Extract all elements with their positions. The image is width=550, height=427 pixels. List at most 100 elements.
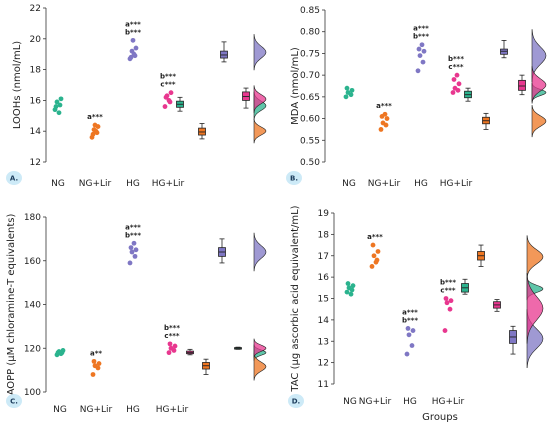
data-point: [443, 296, 449, 301]
y-tick-label: 13: [318, 337, 329, 347]
significance-annotation: b***: [402, 316, 418, 324]
data-point: [417, 53, 423, 58]
data-point: [371, 253, 377, 259]
y-tick-label: 19: [318, 209, 330, 219]
y-tick-label: 140: [24, 301, 41, 311]
data-point: [419, 42, 425, 48]
data-point: [93, 128, 99, 134]
y-tick-label: 17: [318, 252, 329, 262]
data-point: [348, 291, 354, 297]
y-tick-label: 100: [24, 388, 41, 398]
panel-badge: [288, 394, 304, 408]
density-curve: [531, 66, 547, 104]
y-tick-label: 0.60: [300, 115, 320, 125]
y-axis-label: LOOHs (nmol/mL): [12, 41, 23, 129]
data-point: [132, 253, 138, 259]
data-point: [447, 306, 453, 312]
y-tick-label: 0.70: [300, 71, 320, 81]
significance-annotation: b***: [448, 55, 464, 63]
data-point: [344, 85, 350, 91]
y-tick-label: 0.65: [300, 93, 320, 103]
data-point: [90, 131, 96, 137]
y-tick-label: 0.80: [300, 28, 320, 38]
x-axis-groups-label: Groups: [422, 412, 458, 423]
y-tick-label: 22: [30, 4, 41, 14]
y-tick-label: 16: [30, 96, 42, 106]
y-tick-label: 12: [318, 359, 329, 369]
data-point: [166, 350, 172, 356]
y-tick-label: 14: [318, 316, 330, 326]
y-tick-label: 11: [318, 380, 329, 390]
data-point: [452, 85, 458, 91]
data-point: [133, 247, 139, 253]
panel-badge: [6, 171, 22, 185]
data-point: [90, 372, 96, 377]
data-point: [163, 94, 169, 100]
data-point: [410, 328, 416, 333]
significance-annotation: a***: [125, 20, 141, 28]
data-point: [370, 242, 376, 248]
data-point: [53, 104, 59, 109]
panel-label: B.: [290, 175, 298, 183]
data-point: [167, 341, 173, 347]
significance-annotation: a***: [367, 233, 383, 241]
density-curve: [526, 235, 544, 279]
density-curve: [526, 273, 544, 344]
density-curve: [531, 105, 547, 138]
significance-annotation: c***: [160, 81, 175, 89]
data-point: [92, 122, 98, 128]
significance-annotation: c***: [164, 332, 179, 340]
density-curve: [253, 338, 267, 358]
y-tick-label: 0.55: [300, 136, 320, 146]
data-point: [373, 259, 379, 265]
data-point: [168, 90, 174, 96]
y-tick-label: 160: [24, 257, 41, 267]
significance-annotation: a**: [90, 349, 102, 357]
category-label: NG: [51, 179, 65, 189]
data-point: [162, 104, 168, 109]
significance-annotation: a***: [402, 308, 418, 316]
data-point: [382, 111, 388, 117]
data-point: [168, 345, 174, 351]
data-point: [96, 361, 102, 366]
data-point: [456, 81, 462, 87]
significance-annotation: a***: [125, 223, 141, 231]
panel-label: C.: [10, 398, 18, 406]
density-curve: [253, 85, 267, 113]
data-point: [345, 90, 351, 95]
significance-annotation: a***: [413, 25, 429, 33]
data-point: [133, 45, 139, 51]
data-point: [384, 116, 390, 121]
category-label: NG: [53, 405, 67, 415]
data-point: [454, 72, 460, 78]
data-point: [444, 300, 450, 306]
y-tick-label: 0.75: [300, 49, 320, 59]
category-label: HG+Lir: [152, 179, 185, 189]
category-label: NG+Lir: [80, 405, 113, 415]
data-point: [448, 298, 454, 304]
density-curve: [253, 118, 267, 144]
data-point: [451, 77, 457, 82]
y-tick-label: 12: [30, 158, 41, 168]
significance-annotation: c***: [440, 287, 455, 295]
significance-annotation: a***: [87, 113, 103, 121]
data-point: [378, 127, 384, 132]
box-body: [518, 79, 526, 91]
data-point: [128, 245, 134, 251]
y-tick-label: 14: [30, 127, 42, 137]
panel-badge: [286, 171, 302, 185]
significance-annotation: b***: [440, 279, 456, 287]
data-point: [166, 98, 172, 103]
data-point: [91, 358, 97, 364]
data-point: [127, 260, 133, 266]
panel-label: A.: [10, 175, 18, 183]
significance-annotation: b***: [160, 73, 176, 81]
data-point: [404, 351, 410, 357]
data-point: [131, 240, 137, 246]
y-axis-label: MDA (nmol/mL): [290, 47, 301, 125]
y-tick-label: 0.50: [300, 158, 320, 168]
data-point: [172, 343, 178, 349]
data-point: [442, 328, 448, 333]
category-label: HG+Lir: [156, 405, 189, 415]
y-tick-label: 20: [30, 35, 42, 45]
